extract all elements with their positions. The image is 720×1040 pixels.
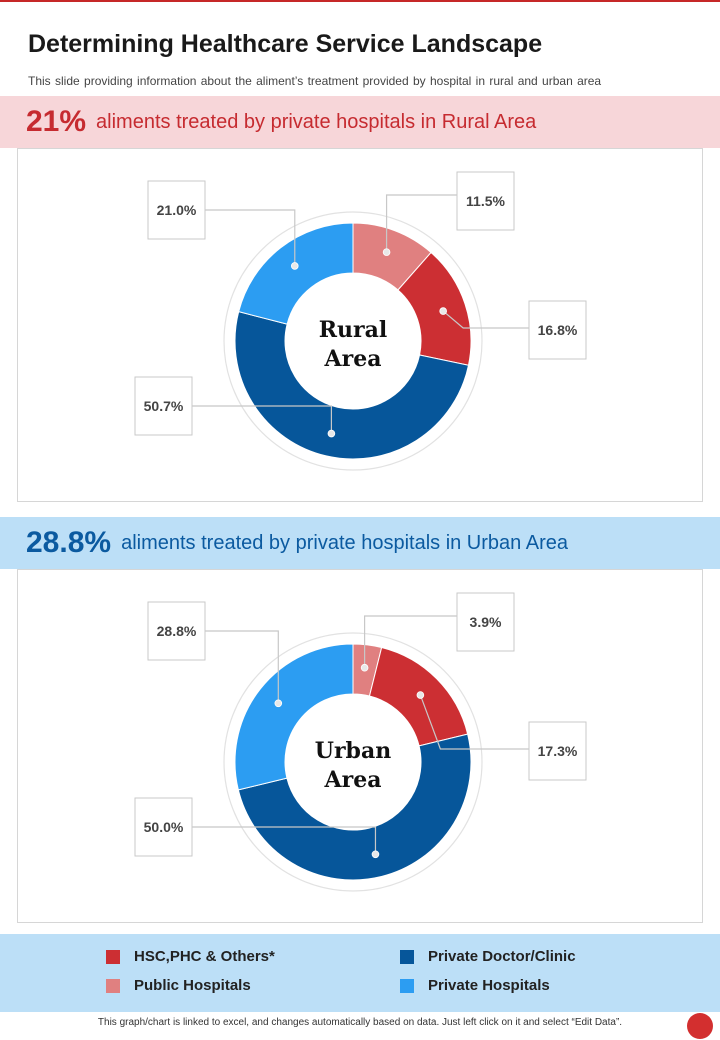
svg-text:28.8%: 28.8%	[157, 623, 197, 639]
urban-slice-private-hospitals[interactable]	[234, 643, 354, 791]
page-subtitle: This slide providing information about t…	[28, 74, 602, 88]
rural-donut-chart[interactable]: 11.5% 16.8% 50.7% 21.0% Rural Area	[18, 149, 702, 501]
svg-text:50.7%: 50.7%	[144, 398, 184, 414]
svg-text:50.0%: 50.0%	[144, 819, 184, 835]
legend-swatch-hsc	[106, 949, 120, 964]
rural-headline-percent: 21%	[26, 105, 87, 138]
rural-headline-text: aliments treated by private hospitals in…	[96, 110, 537, 133]
legend-label-private-doctor: Private Doctor/Clinic	[428, 948, 576, 965]
urban-headline-percent: 28.8%	[26, 526, 112, 559]
urban-label-private-doctor: 50.0%	[134, 797, 380, 859]
legend-label-private-hospitals: Private Hospitals	[428, 977, 550, 994]
footer-note: This graph/chart is linked to excel, and…	[97, 1017, 623, 1028]
rural-label-public-hospitals: 11.5%	[382, 171, 515, 256]
urban-donut-chart[interactable]: 3.9% 17.3% 50.0% 28.8% Urban Area	[18, 570, 702, 922]
rural-label-private-hospitals: 21.0%	[147, 180, 299, 270]
legend-swatch-private-doctor	[400, 949, 414, 964]
urban-chart-panel[interactable]: 3.9% 17.3% 50.0% 28.8% Urban Area	[17, 569, 703, 923]
urban-slice-private-doctor[interactable]	[237, 733, 472, 881]
chart-legend: HSC,PHC & Others* Private Doctor/Clinic …	[0, 934, 720, 1012]
legend-swatch-private-hospitals	[400, 978, 414, 993]
legend-item-public-hospitals: Public Hospitals	[106, 977, 251, 994]
urban-outer-ring	[223, 632, 483, 892]
legend-label-public-hospitals: Public Hospitals	[134, 977, 251, 994]
legend-item-private-doctor: Private Doctor/Clinic	[400, 948, 576, 965]
rural-slice-private-hospitals[interactable]	[238, 222, 354, 325]
urban-center-label-2: Area	[324, 767, 382, 793]
legend-swatch-public-hospitals	[106, 978, 120, 993]
rural-chart-panel[interactable]: 11.5% 16.8% 50.7% 21.0% Rural Area	[17, 148, 703, 502]
rural-slice-private-doctor[interactable]	[234, 311, 470, 460]
urban-label-public-hospitals: 3.9%	[360, 592, 515, 672]
page-title: Determining Healthcare Service Landscape	[28, 30, 543, 58]
urban-center-label-1: Urban	[315, 738, 391, 764]
urban-headline-band: 28.8% aliments treated by private hospit…	[0, 517, 720, 569]
urban-label-private-hospitals: 28.8%	[147, 601, 283, 708]
legend-item-hsc: HSC,PHC & Others*	[106, 948, 275, 965]
rural-center-label-2: Area	[324, 346, 382, 372]
rural-label-private-doctor: 50.7%	[134, 376, 336, 438]
svg-text:17.3%: 17.3%	[538, 743, 578, 759]
urban-headline-text: aliments treated by private hospitals in…	[121, 531, 568, 554]
rural-label-hsc: 16.8%	[439, 300, 587, 360]
svg-text:16.8%: 16.8%	[538, 322, 578, 338]
top-accent-rule	[0, 0, 720, 2]
legend-label-hsc: HSC,PHC & Others*	[134, 948, 275, 965]
urban-label-hsc: 17.3%	[416, 691, 587, 781]
rural-center-label-1: Rural	[319, 317, 387, 343]
rural-headline-band: 21% aliments treated by private hospital…	[0, 96, 720, 148]
footer-dot-icon	[687, 1013, 713, 1039]
svg-text:21.0%: 21.0%	[157, 202, 197, 218]
svg-text:3.9%: 3.9%	[470, 614, 502, 630]
legend-item-private-hospitals: Private Hospitals	[400, 977, 550, 994]
svg-text:11.5%: 11.5%	[466, 193, 505, 209]
rural-outer-ring	[223, 211, 483, 471]
